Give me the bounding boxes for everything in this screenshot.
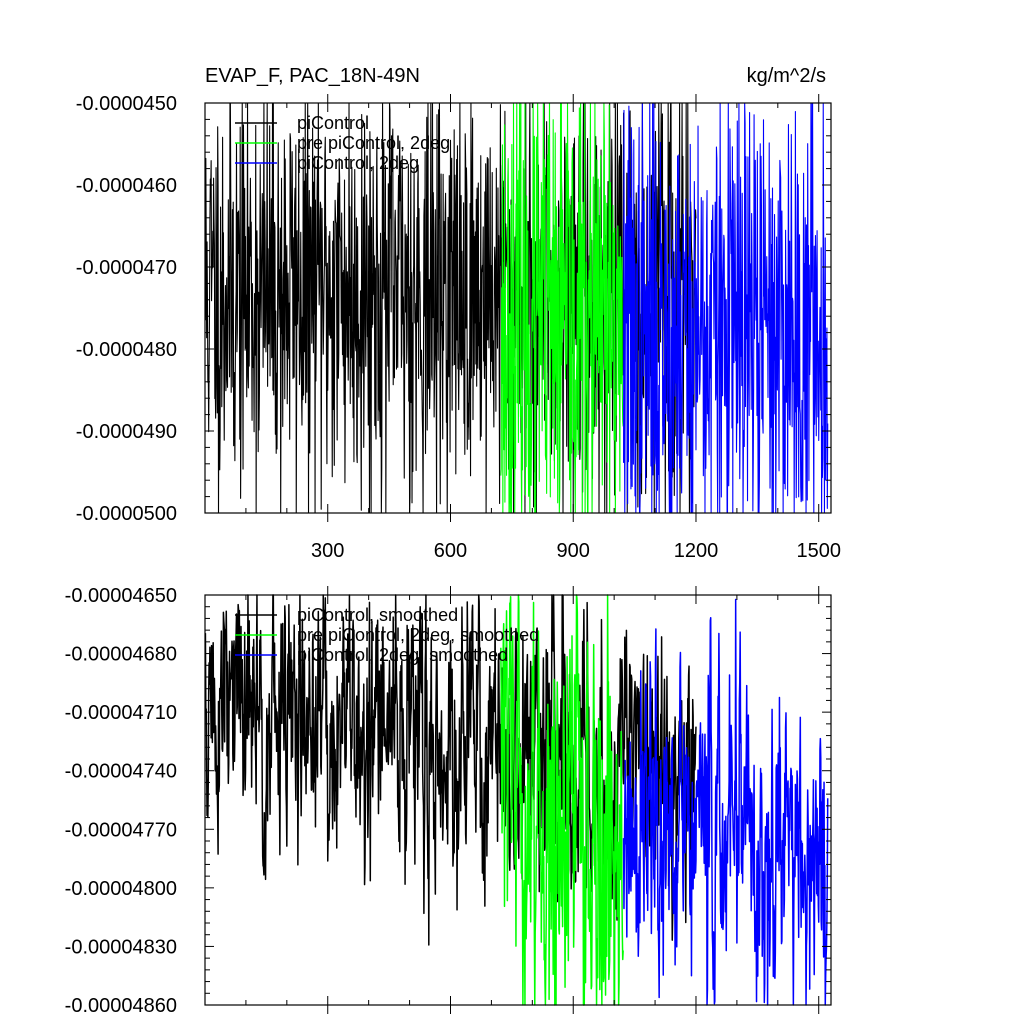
plot-frame bbox=[204, 594, 832, 1006]
series-line-2 bbox=[622, 598, 829, 1006]
series-line-1 bbox=[500, 594, 624, 1006]
legend-label: piControl, 2deg, smoothed bbox=[297, 645, 508, 665]
y-tick-label: -0.00004860 bbox=[65, 995, 177, 1017]
axes-layer: -0.0000450 -0.0000460 -0.0000470 -0.0000480… bbox=[76, 93, 841, 562]
y-tick-label: -0.0000490 bbox=[76, 421, 177, 443]
x-tick-label: 600 bbox=[434, 540, 467, 562]
legend-label: pre piControl, 2deg, smoothed bbox=[297, 625, 539, 645]
x-tick-label: 1500 bbox=[796, 540, 841, 562]
series-line-1 bbox=[500, 102, 624, 514]
series-line-2 bbox=[623, 102, 829, 514]
units-label: kg/m^2/s bbox=[747, 65, 826, 87]
legend-label: pre piControl, 2deg bbox=[297, 133, 450, 153]
panel-top: EVAP_F, PAC_18N-49N kg/m^2/s -0.0000450-… bbox=[76, 65, 841, 562]
series-layer bbox=[204, 594, 829, 1006]
legend-label: piControl, smoothed bbox=[297, 605, 458, 625]
y-tick-label: -0.00004830 bbox=[65, 936, 177, 958]
y-tick-label: -0.0000450 bbox=[76, 93, 177, 115]
x-tick-label: 900 bbox=[557, 540, 590, 562]
x-tick-label: 300 bbox=[311, 540, 344, 562]
chart-title: EVAP_F, PAC_18N-49N bbox=[205, 65, 420, 87]
y-tick-label: -0.00004710 bbox=[65, 702, 177, 724]
legend-label: piControl bbox=[297, 113, 369, 133]
legend-label: piControl, 2deg bbox=[297, 153, 419, 173]
panel-bottom: -0.00004650 -0.00004680 -0.00004710 -0.0000… bbox=[65, 585, 832, 1017]
y-tick-label: -0.0000480 bbox=[76, 339, 177, 361]
y-tick-label: -0.00004800 bbox=[65, 878, 177, 900]
series-line-0 bbox=[204, 594, 697, 946]
y-tick-label: -0.00004770 bbox=[65, 819, 177, 841]
axes-layer: -0.00004650 -0.00004680 -0.00004710 -0.0000… bbox=[65, 585, 831, 1017]
x-tick-label: 1200 bbox=[674, 540, 719, 562]
plot-frame bbox=[204, 102, 832, 514]
y-tick-label: -0.0000460 bbox=[76, 175, 177, 197]
y-tick-label: -0.00004740 bbox=[65, 761, 177, 783]
y-tick-label: -0.00004650 bbox=[65, 585, 177, 607]
y-tick-label: -0.00004680 bbox=[65, 644, 177, 666]
y-tick-label: -0.0000500 bbox=[76, 503, 177, 525]
y-tick-label: -0.0000470 bbox=[76, 257, 177, 279]
series-layer bbox=[204, 102, 829, 514]
